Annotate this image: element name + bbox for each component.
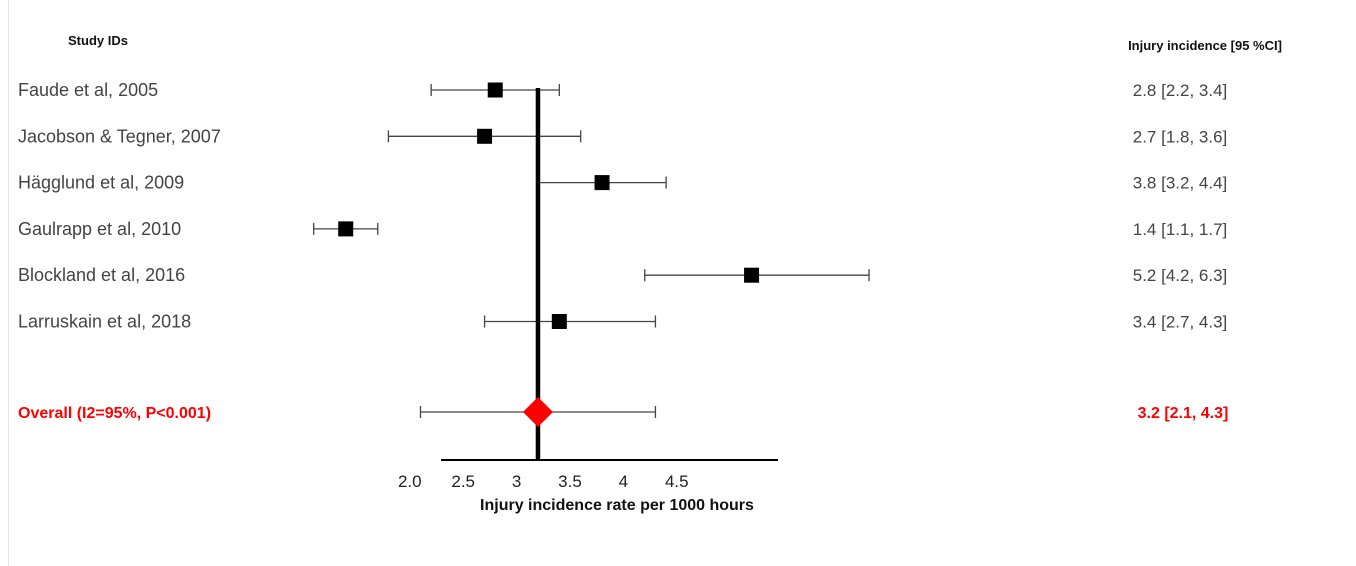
x-tick-label: 4 [619, 472, 628, 491]
overall-label: Overall (I2=95%, P<0.001) [18, 405, 211, 422]
study-label: Gaulrapp et al, 2010 [18, 219, 181, 239]
left-border [8, 0, 9, 566]
x-tick-label: 3.5 [558, 472, 582, 491]
study-ids-header: Study IDs [68, 33, 128, 48]
study-label: Faude et al, 2005 [18, 80, 158, 100]
x-tick-label: 3 [512, 472, 521, 491]
study-ci-text: 1.4 [1.1, 1.7] [1133, 220, 1228, 239]
x-axis-label: Injury incidence rate per 1000 hours [480, 497, 754, 514]
study-rows: Faude et al, 2005 2.8 [2.2, 3.4] Jacobson … [18, 80, 1227, 332]
study-estimate-marker [338, 221, 354, 237]
study-ci-text: 2.7 [1.8, 3.6] [1133, 127, 1228, 146]
study-ci-text: 2.8 [2.2, 3.4] [1133, 81, 1228, 100]
study-label: Blockland et al, 2016 [18, 265, 185, 285]
overall-estimate-diamond [522, 397, 553, 427]
x-tick-label: 2.5 [451, 472, 475, 491]
overall-row: Overall (I2=95%, P<0.001) 3.2 [2.1, 4.3] [18, 88, 1228, 460]
x-tick-label: 4.5 [665, 472, 689, 491]
study-label: Hägglund et al, 2009 [18, 173, 184, 193]
study-ci-text: 3.4 [2.7, 4.3] [1133, 313, 1228, 332]
study-ci-text: 3.8 [3.2, 4.4] [1133, 174, 1228, 193]
study-estimate-marker [551, 314, 567, 329]
study-ci-text: 5.2 [4.2, 6.3] [1133, 266, 1228, 285]
study-estimate-marker [487, 82, 503, 98]
study-estimate-marker [594, 175, 610, 191]
study-estimate-marker [477, 128, 493, 144]
x-tick-label: 2.0 [398, 472, 422, 491]
study-label: Larruskain et al, 2018 [18, 312, 191, 332]
estimate-header: Injury incidence [95 %CI] [1128, 38, 1282, 53]
study-estimate-marker [744, 267, 760, 283]
study-label: Jacobson & Tegner, 2007 [18, 126, 221, 146]
x-axis: 2.0 2.5 3 3.5 4 4.5 [398, 459, 778, 491]
overall-ci-text: 3.2 [2.1, 4.3] [1138, 405, 1229, 422]
